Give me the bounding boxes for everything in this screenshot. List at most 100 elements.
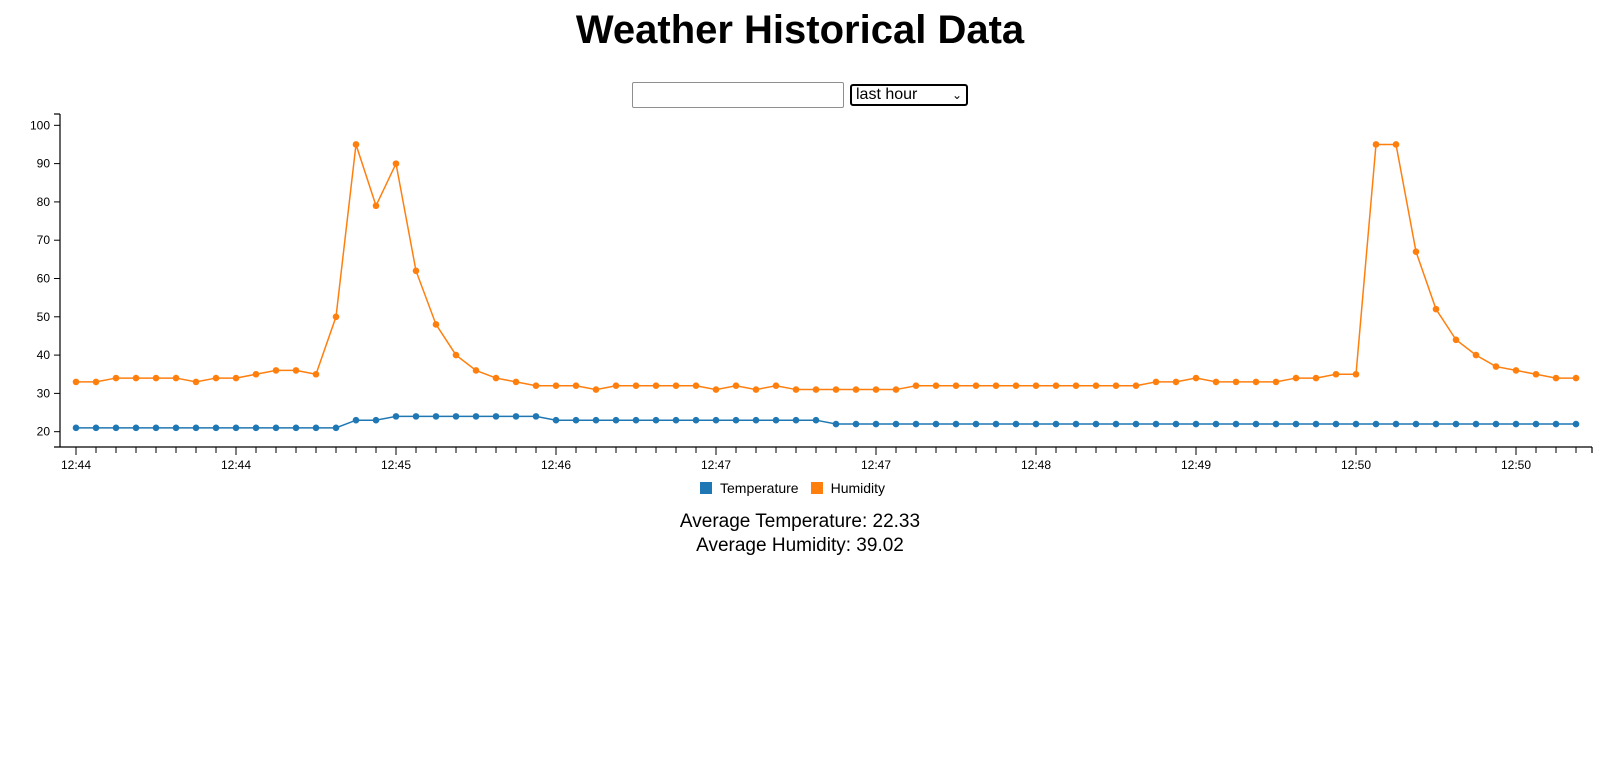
data-point-temperature <box>272 424 280 432</box>
data-point-humidity <box>832 386 840 393</box>
data-point-temperature <box>1272 420 1280 428</box>
data-point-temperature <box>592 416 600 424</box>
time-range-select[interactable]: last hour ⌄ <box>850 84 968 106</box>
data-point-temperature <box>292 424 300 432</box>
data-point-humidity <box>1052 382 1060 390</box>
data-point-temperature <box>752 416 760 424</box>
data-point-humidity <box>652 382 660 390</box>
y-tick-label: 50 <box>37 310 51 324</box>
x-tick-label: 12:47 <box>701 458 731 470</box>
data-point-temperature <box>112 424 120 432</box>
data-point-temperature <box>912 420 920 428</box>
data-point-temperature <box>492 413 500 420</box>
data-point-humidity <box>1212 378 1220 386</box>
data-point-humidity <box>812 386 820 393</box>
data-point-temperature <box>1112 420 1120 428</box>
data-point-temperature <box>1512 420 1520 428</box>
x-tick-label: 12:48 <box>1021 458 1051 470</box>
data-point-temperature <box>1332 420 1340 428</box>
data-point-humidity <box>1332 370 1340 378</box>
data-point-humidity <box>572 382 580 390</box>
data-point-temperature <box>632 416 640 424</box>
data-point-temperature <box>252 424 260 432</box>
data-point-temperature <box>712 416 720 424</box>
data-point-humidity <box>1392 141 1400 148</box>
data-point-humidity <box>532 382 540 390</box>
data-point-humidity <box>192 378 200 386</box>
legend-item-temperature: Temperature <box>700 480 799 496</box>
time-range-value: last hour <box>856 86 918 103</box>
data-point-temperature <box>512 413 520 420</box>
x-tick-label: 12:45 <box>381 458 411 470</box>
data-point-humidity <box>292 367 300 374</box>
data-point-humidity <box>912 382 920 390</box>
data-point-humidity <box>172 374 180 382</box>
data-point-temperature <box>1532 420 1540 428</box>
data-point-humidity <box>992 382 1000 390</box>
data-point-temperature <box>552 416 560 424</box>
data-point-temperature <box>1492 420 1500 428</box>
data-point-humidity <box>1372 141 1380 148</box>
x-tick-label: 12:50 <box>1501 458 1531 470</box>
data-point-temperature <box>1052 420 1060 428</box>
data-point-temperature <box>212 424 220 432</box>
data-point-humidity <box>1572 374 1580 382</box>
data-point-humidity <box>1072 382 1080 390</box>
data-point-temperature <box>1432 420 1440 428</box>
data-point-humidity <box>1112 382 1120 390</box>
y-tick-label: 60 <box>37 272 51 286</box>
data-point-humidity <box>72 378 80 386</box>
data-point-humidity <box>612 382 620 390</box>
data-point-humidity <box>672 382 680 390</box>
legend-label-humidity: Humidity <box>830 480 886 496</box>
data-point-humidity <box>692 382 700 390</box>
search-input[interactable] <box>632 82 844 108</box>
data-point-temperature <box>352 416 360 424</box>
data-point-humidity <box>132 374 140 382</box>
data-point-temperature <box>432 413 440 420</box>
data-point-humidity <box>272 367 280 374</box>
data-point-humidity <box>1352 370 1360 378</box>
y-tick-label: 30 <box>37 386 51 400</box>
data-point-humidity <box>1312 374 1320 382</box>
data-point-temperature <box>472 413 480 420</box>
data-point-temperature <box>1572 420 1580 428</box>
series-line-temperature <box>76 415 1576 429</box>
y-tick-label: 100 <box>30 118 50 132</box>
data-point-humidity <box>1092 382 1100 390</box>
data-point-humidity <box>372 202 380 210</box>
data-point-temperature <box>772 416 780 424</box>
data-point-humidity <box>1452 336 1460 344</box>
averages-summary: Average Temperature: 22.33 Average Humid… <box>0 510 1600 558</box>
y-tick-label: 70 <box>37 233 51 247</box>
data-point-humidity <box>1532 370 1540 378</box>
data-point-humidity <box>1012 382 1020 390</box>
data-point-humidity <box>632 382 640 390</box>
legend-swatch-humidity <box>810 482 823 494</box>
y-tick-label: 20 <box>37 425 51 439</box>
data-point-temperature <box>992 420 1000 428</box>
data-point-temperature <box>612 416 620 424</box>
data-point-humidity <box>552 382 560 390</box>
data-point-humidity <box>932 382 940 390</box>
data-point-humidity <box>212 374 220 382</box>
data-point-temperature <box>652 416 660 424</box>
data-point-humidity <box>772 382 780 390</box>
chevron-down-icon: ⌄ <box>951 88 962 102</box>
data-point-humidity <box>392 160 400 167</box>
data-point-humidity <box>1432 305 1440 313</box>
data-point-humidity <box>892 386 900 393</box>
data-point-temperature <box>1252 420 1260 428</box>
data-point-temperature <box>372 416 380 424</box>
data-point-temperature <box>672 416 680 424</box>
data-point-temperature <box>132 424 140 432</box>
series-line-humidity <box>76 143 1576 391</box>
data-point-humidity <box>92 378 100 386</box>
x-tick-label: 12:44 <box>61 458 91 470</box>
data-point-humidity <box>952 382 960 390</box>
data-point-humidity <box>312 370 320 378</box>
data-point-humidity <box>972 382 980 390</box>
y-tick-label: 90 <box>37 157 51 171</box>
data-point-humidity <box>432 321 440 328</box>
data-point-temperature <box>1212 420 1220 428</box>
